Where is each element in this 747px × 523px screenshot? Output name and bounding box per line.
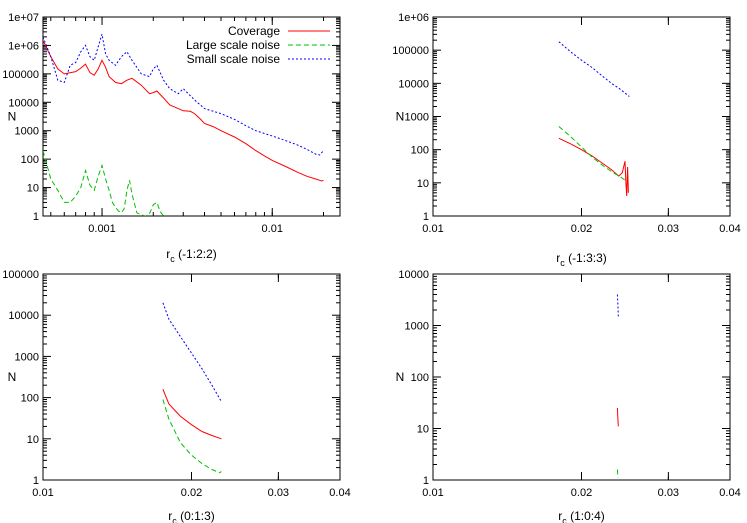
x-axis-title-tail: (0:1:3) xyxy=(177,509,215,523)
x-axis-title: rc (-1:2:2) xyxy=(166,247,217,264)
legend-label-2: Large scale noise xyxy=(186,38,280,52)
plot-frame xyxy=(42,273,341,481)
series-line-1 xyxy=(558,137,629,197)
x-axis-title-tail: (1:0:4) xyxy=(567,509,605,523)
plot-frame xyxy=(432,16,731,217)
y-tick-label: 10000 xyxy=(8,97,39,109)
x-axis-title-tail: (-1:2:2) xyxy=(175,247,217,261)
plot-panel-4: 1 10 100 1000 10000 0.01 0.02 0.03 0.04 Nrc (1:0:… xyxy=(396,269,741,523)
plot-panel-1: 1 10 100 1000 10000 100000 1e+06 1e+07 0.001 0.01… xyxy=(2,12,341,264)
y-tick-label: 10000 xyxy=(398,78,429,90)
y-tick-label: 10000 xyxy=(8,310,39,322)
x-axis-title: rc (1:0:4) xyxy=(558,509,605,523)
y-tick-label: 1 xyxy=(423,211,429,223)
x-tick-label: 0.02 xyxy=(571,487,592,499)
y-tick-label: 1 xyxy=(423,475,429,487)
series-line-3 xyxy=(162,302,222,402)
y-tick-label: 1 xyxy=(33,475,39,487)
x-tick-label: 0.02 xyxy=(571,223,592,235)
x-axis-title-subscript: c xyxy=(172,516,177,523)
x-tick-label: 0.03 xyxy=(658,487,679,499)
y-tick-label: 100 xyxy=(21,393,39,405)
y-tick-label: 100000 xyxy=(392,45,429,57)
x-axis-title-subscript: c xyxy=(562,516,567,523)
y-tick-label: 1e+06 xyxy=(8,40,39,52)
x-tick-label: 0.02 xyxy=(181,487,202,499)
y-tick-label: 1e+07 xyxy=(8,12,39,24)
y-tick-label: 1000 xyxy=(405,112,429,124)
series-line-2 xyxy=(162,399,222,474)
x-axis-title-tail: (-1:3:3) xyxy=(565,251,607,265)
plot-frame xyxy=(42,16,341,217)
x-tick-label: 0.03 xyxy=(658,223,679,235)
x-tick-label: 0.01 xyxy=(262,223,283,235)
x-axis-title-main: r xyxy=(168,509,172,523)
x-axis-title-subscript: c xyxy=(560,258,565,268)
x-tick-label: 0.04 xyxy=(719,223,740,235)
series-line-3 xyxy=(43,33,324,156)
y-tick-label: 1000 xyxy=(15,126,39,138)
x-axis-title-main: r xyxy=(166,247,170,261)
y-tick-label: 1e+06 xyxy=(398,12,429,24)
plot-frame xyxy=(432,273,731,481)
series-line-2 xyxy=(43,150,164,216)
x-tick-label: 0.01 xyxy=(422,223,443,235)
y-tick-label: 10 xyxy=(417,178,429,190)
y-tick-label: 10 xyxy=(417,424,429,436)
x-axis-title-subscript: c xyxy=(170,254,175,264)
x-axis-title: rc (0:1:3) xyxy=(168,509,215,523)
x-axis-title-main: r xyxy=(556,251,560,265)
x-axis-title-main: r xyxy=(558,509,562,523)
y-tick-label: 100 xyxy=(411,372,429,384)
y-axis-title: N xyxy=(8,370,17,384)
x-tick-label: 0.03 xyxy=(268,487,289,499)
plot-panel-3: 1 10 100 1000 10000 100000 0.01 0.02 0.03 0.04 Nrc… xyxy=(2,269,350,523)
y-tick-label: 100000 xyxy=(2,269,39,281)
series-line-2 xyxy=(616,469,619,478)
series-line-3 xyxy=(558,41,630,97)
legend-label-3: Small scale noise xyxy=(187,52,281,66)
series-line-3 xyxy=(616,294,619,317)
y-axis-title: N xyxy=(8,110,17,124)
x-tick-label: 0.001 xyxy=(88,223,116,235)
series-line-2 xyxy=(558,126,626,181)
y-axis-title: N xyxy=(396,370,405,384)
y-tick-label: 100 xyxy=(411,145,429,157)
y-tick-label: 100000 xyxy=(2,69,39,81)
y-tick-label: 100 xyxy=(21,154,39,166)
y-axis-title: N xyxy=(396,110,405,124)
series-line-1 xyxy=(616,407,619,427)
y-tick-label: 10 xyxy=(27,183,39,195)
y-tick-label: 1000 xyxy=(405,321,429,333)
plot-panel-2: 1 10 100 1000 10000 100000 1e+06 0.01 0.02 0.03 0.… xyxy=(392,12,740,268)
y-tick-label: 10 xyxy=(27,434,39,446)
y-tick-label: 1000 xyxy=(15,351,39,363)
y-tick-label: 10000 xyxy=(398,269,429,281)
x-tick-label: 0.04 xyxy=(329,487,350,499)
x-axis-title: rc (-1:3:3) xyxy=(556,251,607,268)
x-tick-label: 0.01 xyxy=(32,487,53,499)
x-tick-label: 0.01 xyxy=(422,487,443,499)
series-line-1 xyxy=(162,389,222,440)
series-line-1 xyxy=(43,40,324,182)
x-tick-label: 0.04 xyxy=(719,487,740,499)
legend-label-1: Coverage xyxy=(228,24,280,38)
y-tick-label: 1 xyxy=(33,211,39,223)
